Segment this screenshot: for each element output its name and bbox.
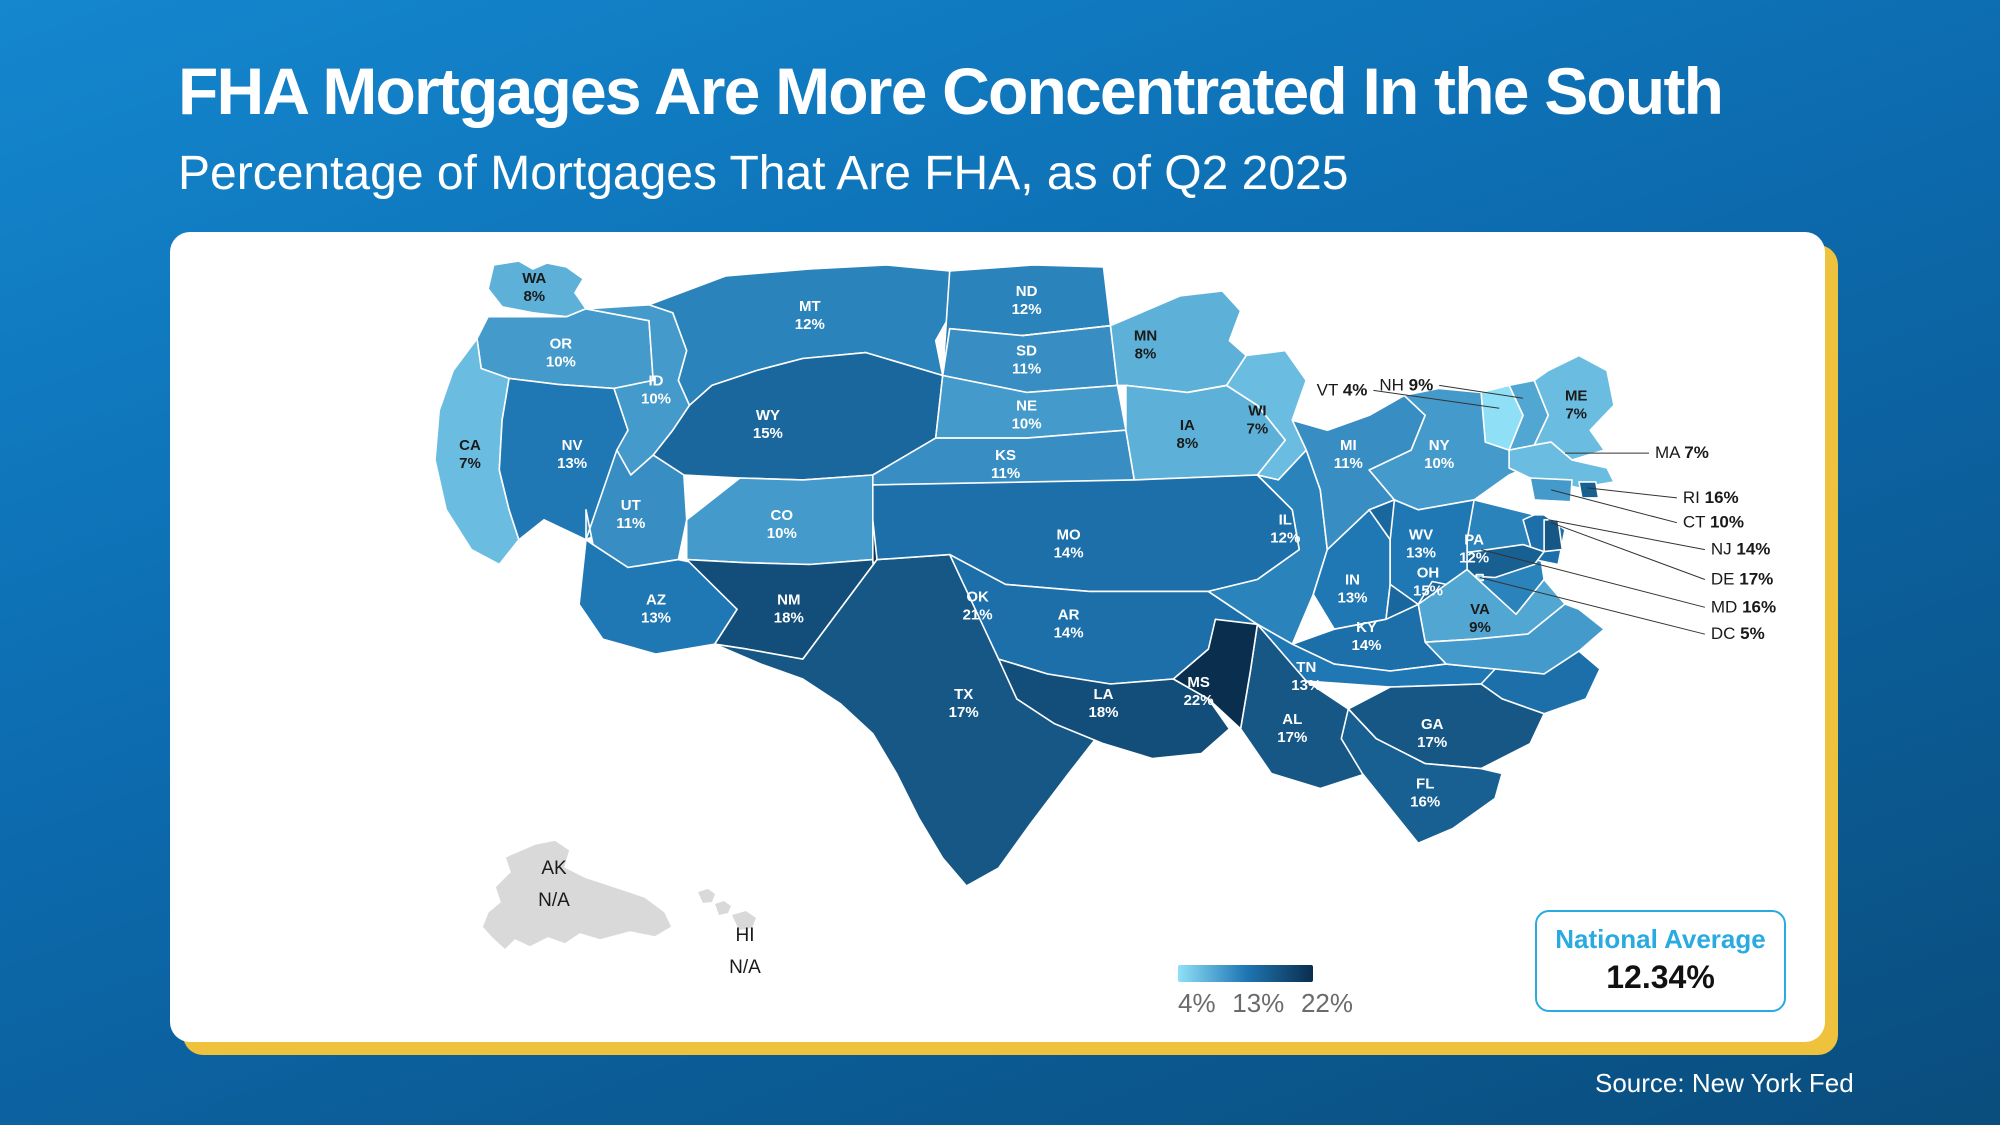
svg-text:13%: 13% <box>557 455 587 472</box>
svg-text:HI: HI <box>736 925 755 946</box>
svg-text:AK: AK <box>541 858 567 879</box>
svg-text:11%: 11% <box>616 515 645 532</box>
svg-text:NH 9%: NH 9% <box>1379 375 1433 394</box>
svg-text:OH: OH <box>1417 565 1440 582</box>
svg-text:10%: 10% <box>1617 634 1647 651</box>
svg-text:10%: 10% <box>641 390 671 407</box>
svg-text:NJ 14%: NJ 14% <box>1711 540 1771 559</box>
svg-text:AL: AL <box>1282 711 1302 728</box>
svg-text:ID: ID <box>649 372 664 389</box>
svg-text:17%: 17% <box>1417 734 1447 751</box>
svg-text:IA: IA <box>1180 417 1195 434</box>
svg-text:14%: 14% <box>1054 624 1084 641</box>
svg-text:13%: 13% <box>1337 589 1367 606</box>
svg-text:N/A: N/A <box>729 957 761 978</box>
svg-text:ME: ME <box>1565 387 1588 404</box>
svg-text:KY: KY <box>1356 619 1377 636</box>
svg-text:MD 16%: MD 16% <box>1711 597 1776 616</box>
svg-text:OR: OR <box>550 336 573 353</box>
svg-text:7%: 7% <box>1247 420 1269 437</box>
svg-text:NC: NC <box>1621 616 1643 633</box>
svg-text:8%: 8% <box>1135 346 1157 363</box>
svg-text:18%: 18% <box>774 609 804 626</box>
svg-text:14%: 14% <box>1617 684 1647 701</box>
svg-text:FL: FL <box>1416 776 1434 793</box>
svg-text:MI: MI <box>1340 437 1357 454</box>
svg-text:PA: PA <box>1464 532 1484 549</box>
svg-text:SC: SC <box>1622 666 1643 683</box>
svg-text:N/A: N/A <box>538 890 570 911</box>
svg-text:NY: NY <box>1429 437 1450 454</box>
svg-text:12%: 12% <box>1012 301 1042 318</box>
svg-text:WV: WV <box>1409 527 1433 544</box>
svg-text:11%: 11% <box>1012 361 1041 378</box>
svg-text:CA: CA <box>459 437 481 454</box>
svg-text:GA: GA <box>1421 716 1444 733</box>
svg-text:WA: WA <box>522 270 546 287</box>
svg-text:TN: TN <box>1296 659 1316 676</box>
svg-text:8%: 8% <box>523 288 545 305</box>
svg-text:MT: MT <box>799 298 821 315</box>
svg-text:NE: NE <box>1016 397 1037 414</box>
svg-text:13%: 13% <box>1406 545 1436 562</box>
svg-text:10%: 10% <box>546 354 576 371</box>
svg-text:11%: 11% <box>991 465 1020 482</box>
svg-text:RI 16%: RI 16% <box>1683 488 1739 507</box>
svg-text:SD: SD <box>1016 343 1037 360</box>
svg-text:13%: 13% <box>641 609 671 626</box>
svg-text:18%: 18% <box>1088 704 1118 721</box>
svg-text:MS: MS <box>1187 674 1210 691</box>
svg-text:UT: UT <box>621 497 641 514</box>
svg-text:ND: ND <box>1016 283 1038 300</box>
svg-text:16%: 16% <box>1410 794 1440 811</box>
svg-text:WY: WY <box>756 407 780 424</box>
svg-text:10%: 10% <box>767 525 797 542</box>
svg-text:10%: 10% <box>1424 455 1454 472</box>
svg-text:MO: MO <box>1057 527 1081 544</box>
svg-text:CO: CO <box>771 507 794 524</box>
svg-text:VA: VA <box>1470 601 1490 618</box>
svg-text:IL: IL <box>1279 512 1292 529</box>
svg-text:MN: MN <box>1134 328 1157 345</box>
svg-text:17%: 17% <box>1277 729 1307 746</box>
svg-text:DC 5%: DC 5% <box>1711 624 1765 643</box>
svg-text:AZ: AZ <box>646 591 666 608</box>
svg-text:CT 10%: CT 10% <box>1683 513 1744 532</box>
svg-text:10%: 10% <box>1012 415 1042 432</box>
svg-text:15%: 15% <box>753 425 783 442</box>
svg-text:8%: 8% <box>1177 435 1199 452</box>
svg-text:14%: 14% <box>1351 637 1381 654</box>
svg-text:17%: 17% <box>949 704 979 721</box>
svg-text:13%: 13% <box>1291 677 1321 694</box>
svg-text:11%: 11% <box>1334 455 1363 472</box>
svg-text:WI: WI <box>1248 402 1266 419</box>
svg-text:LA: LA <box>1094 686 1114 703</box>
svg-text:NV: NV <box>562 437 583 454</box>
svg-text:12%: 12% <box>1270 530 1300 547</box>
svg-text:9%: 9% <box>1469 619 1491 636</box>
svg-text:TX: TX <box>954 686 973 703</box>
svg-text:IN: IN <box>1345 571 1360 588</box>
svg-text:MA 7%: MA 7% <box>1655 443 1709 462</box>
svg-text:OK: OK <box>966 588 989 605</box>
svg-text:14%: 14% <box>1054 545 1084 562</box>
svg-text:7%: 7% <box>459 455 481 472</box>
svg-text:21%: 21% <box>963 606 993 623</box>
svg-text:12%: 12% <box>1459 550 1489 567</box>
svg-text:15%: 15% <box>1413 583 1443 600</box>
svg-text:VT 4%: VT 4% <box>1317 380 1368 399</box>
svg-text:22%: 22% <box>1184 692 1214 709</box>
svg-text:DE 17%: DE 17% <box>1711 570 1773 589</box>
svg-text:AR: AR <box>1058 606 1080 623</box>
svg-text:7%: 7% <box>1565 405 1587 422</box>
svg-text:NM: NM <box>777 591 800 608</box>
svg-text:12%: 12% <box>795 316 825 333</box>
svg-text:KS: KS <box>995 447 1016 464</box>
